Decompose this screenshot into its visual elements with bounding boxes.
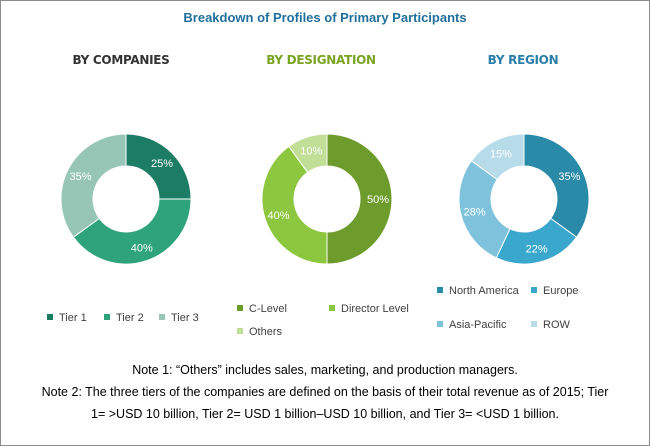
designation-legend-item: Others bbox=[237, 326, 282, 338]
companies-legend-item: Tier 3 bbox=[159, 312, 199, 324]
legend-swatch bbox=[437, 287, 443, 293]
companies-slice-label-2: 40% bbox=[131, 243, 153, 255]
designation-slice-label-2: 40% bbox=[267, 210, 289, 222]
companies-legend-item: Tier 2 bbox=[104, 312, 144, 324]
designation-slice-1 bbox=[326, 133, 393, 265]
companies-slice-3 bbox=[60, 133, 127, 238]
companies-slice-2 bbox=[72, 198, 192, 265]
legend-swatch bbox=[237, 305, 243, 311]
designation-slice-label-3: 10% bbox=[300, 145, 322, 157]
legend-label: C-Level bbox=[249, 303, 287, 315]
note-2-line-1: Note 2: The three tiers of the companies… bbox=[41, 385, 609, 399]
legend-label: Tier 1 bbox=[59, 312, 87, 324]
companies-slice-label-1: 25% bbox=[151, 158, 173, 170]
chart-title: Breakdown of Profiles of Primary Partici… bbox=[183, 10, 467, 25]
region-legend-item: North America bbox=[437, 285, 519, 297]
legend-label: Tier 3 bbox=[171, 312, 199, 324]
legend-label: ROW bbox=[543, 319, 570, 331]
designation-legend-item: C-Level bbox=[237, 303, 287, 315]
legend-swatch bbox=[531, 287, 537, 293]
region-slice-1 bbox=[523, 133, 590, 238]
note-1: Note 1: “Others” includes sales, marketi… bbox=[132, 363, 518, 377]
designation-slice-2 bbox=[261, 145, 328, 265]
donut-charts: 25% 40% 35% 50% 40% 10% 35% 22% 28% 15% bbox=[60, 133, 590, 265]
designation-slice-3 bbox=[288, 133, 328, 174]
legend-swatch bbox=[531, 321, 537, 327]
region-legend-item: Asia-Pacific bbox=[437, 319, 506, 331]
legend-label: North America bbox=[449, 285, 519, 297]
legend-label: Others bbox=[249, 326, 283, 338]
legend-swatch bbox=[237, 328, 243, 334]
region-slice-label-2: 22% bbox=[526, 243, 548, 255]
region-slice-label-3: 28% bbox=[464, 207, 486, 219]
legend-swatch bbox=[47, 314, 53, 320]
note-2-line-2: 1= >USD 10 billion, Tier 2= USD 1 billio… bbox=[91, 407, 559, 421]
legend-swatch bbox=[437, 321, 443, 327]
region-slice-4 bbox=[470, 133, 525, 181]
companies-slice-1 bbox=[125, 133, 192, 200]
legend-label: Europe bbox=[543, 285, 579, 297]
region-slice-label-4: 15% bbox=[490, 149, 512, 161]
region-slice-3 bbox=[458, 160, 511, 259]
region-slice-label-1: 35% bbox=[558, 171, 580, 183]
legend-label: Tier 2 bbox=[116, 312, 144, 324]
designation-slice-label-1: 50% bbox=[367, 194, 389, 206]
legend-label: Asia-Pacific bbox=[449, 319, 507, 331]
designation-heading: BY DESIGNATION bbox=[266, 53, 376, 67]
designation-legend-item: Director Level bbox=[329, 303, 409, 315]
legend-swatch bbox=[159, 314, 165, 320]
companies-legend-item: Tier 1 bbox=[47, 312, 87, 324]
notes: Note 1: “Others” includes sales, marketi… bbox=[1, 359, 649, 425]
companies-heading: BY COMPANIES bbox=[72, 53, 170, 67]
legend-swatch bbox=[329, 305, 335, 311]
legend-swatch bbox=[104, 314, 110, 320]
region-heading: BY REGION bbox=[487, 53, 559, 67]
legend-label: Director Level bbox=[341, 303, 409, 315]
region-legend-item: ROW bbox=[531, 319, 570, 331]
region-legend-item: Europe bbox=[531, 285, 578, 297]
companies-slice-label-3: 35% bbox=[70, 171, 92, 183]
